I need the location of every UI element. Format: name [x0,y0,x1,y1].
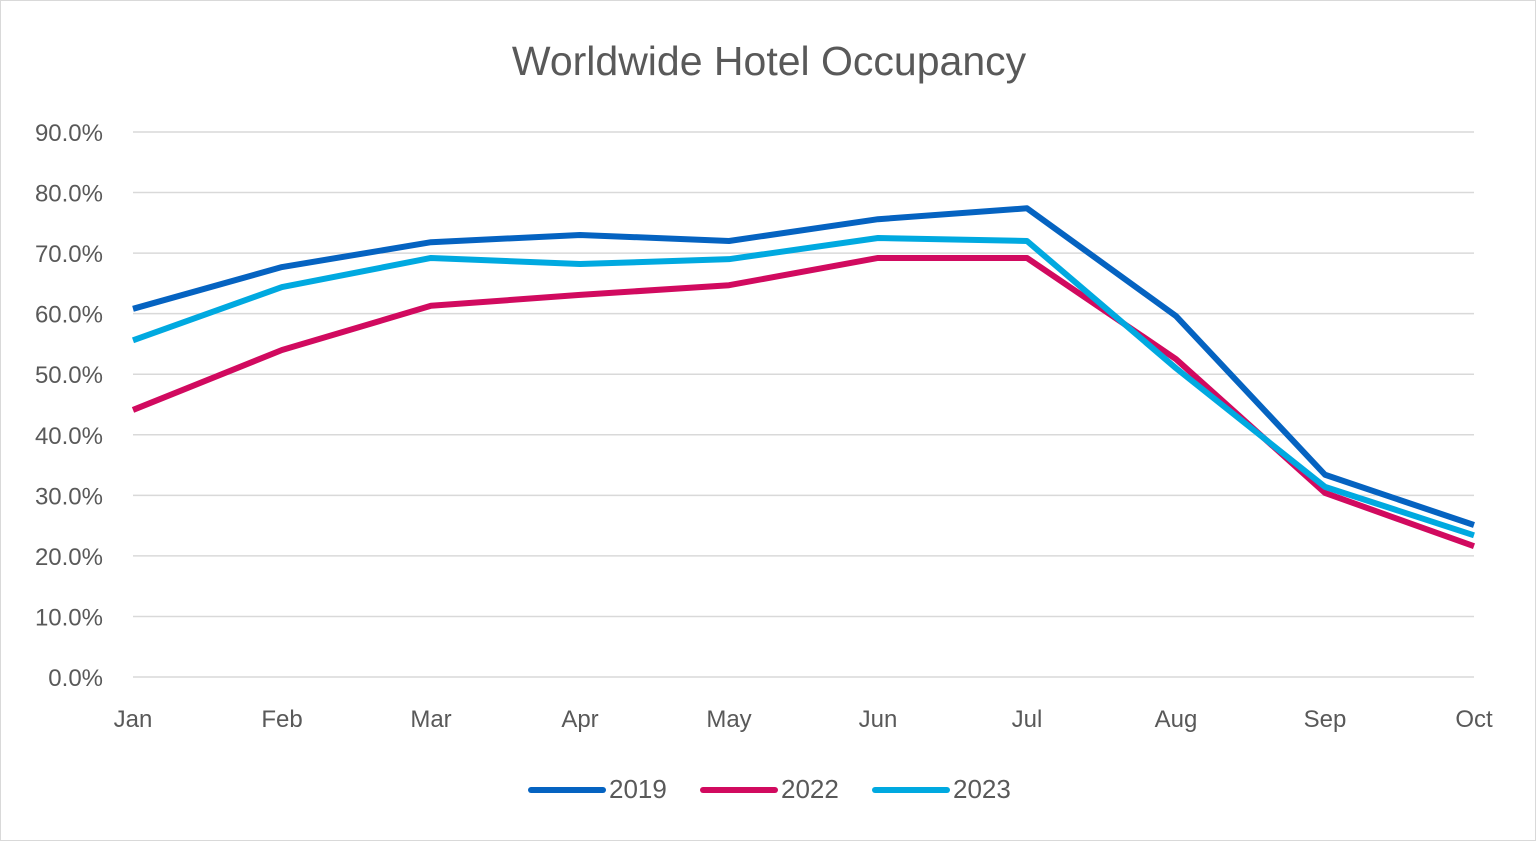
y-tick-label: 70.0% [35,241,103,268]
y-tick-label: 30.0% [35,483,103,510]
legend-label-2022: 2022 [781,774,839,804]
legend-label-2023: 2023 [953,774,1011,804]
y-tick-label: 50.0% [35,362,103,389]
gridlines [133,132,1474,677]
series-line-2019 [133,208,1474,525]
legend: 2019 2022 2023 [531,774,1011,804]
series-line-2022 [133,258,1474,546]
y-tick-label: 60.0% [35,302,103,329]
x-tick-label: Apr [561,706,598,733]
x-tick-label: Sep [1304,706,1347,733]
y-tick-label: 80.0% [35,181,103,208]
x-tick-label: Aug [1155,706,1198,733]
y-tick-label: 90.0% [35,120,103,147]
x-tick-label: Jan [114,706,153,733]
y-tick-label: 0.0% [48,665,103,692]
x-tick-label: Jun [859,706,898,733]
x-tick-label: May [706,706,751,733]
y-axis-ticks: 0.0% 10.0% 20.0% 30.0% 40.0% 50.0% 60.0% 70.0% 8… [35,120,103,692]
legend-label-2019: 2019 [609,774,667,804]
series-line-2023 [133,238,1474,535]
x-axis-ticks: Jan Feb Mar Apr May Jun Jul Aug Sep Oct [114,706,1493,733]
x-tick-label: Jul [1012,706,1043,733]
x-tick-label: Mar [410,706,451,733]
y-tick-label: 20.0% [35,544,103,571]
x-tick-label: Oct [1455,706,1493,733]
x-tick-label: Feb [261,706,302,733]
y-tick-label: 10.0% [35,604,103,631]
y-tick-label: 40.0% [35,423,103,450]
chart-title: Worldwide Hotel Occupancy [512,38,1027,84]
